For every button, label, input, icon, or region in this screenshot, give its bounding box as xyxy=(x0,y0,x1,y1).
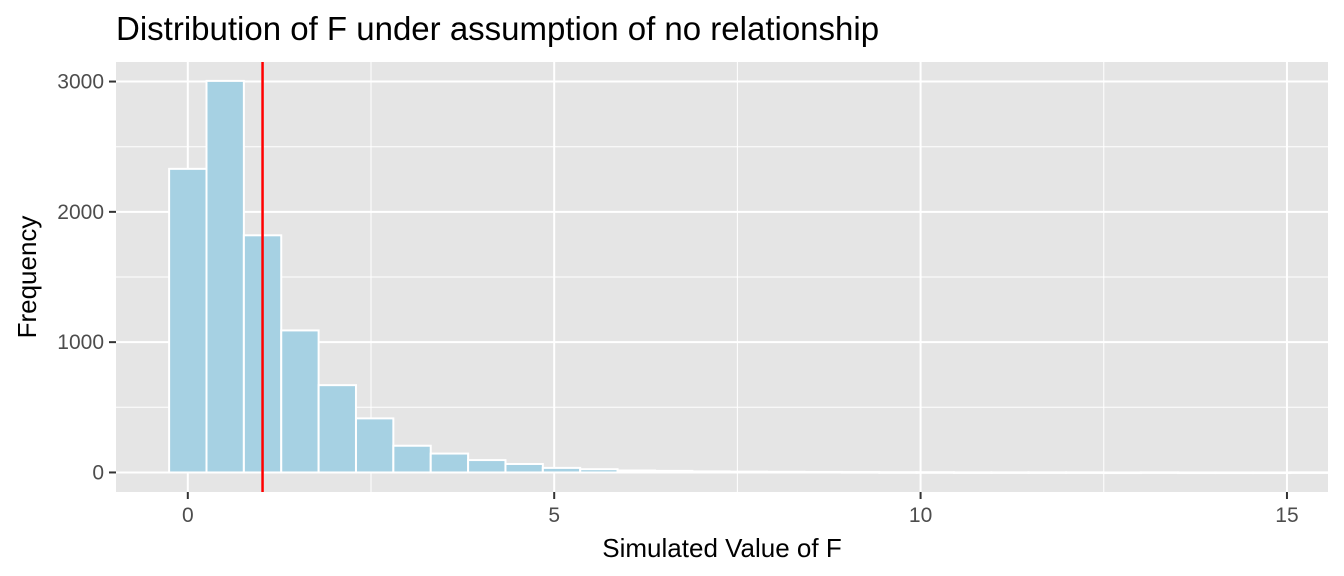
y-tick-label: 3000 xyxy=(57,71,104,94)
histogram-bar xyxy=(168,167,208,474)
x-tick-label: 0 xyxy=(182,504,194,527)
histogram-bar xyxy=(1027,471,1068,474)
y-tick-label: 0 xyxy=(92,461,104,484)
histogram-bar xyxy=(280,329,320,474)
histogram-bar xyxy=(766,470,806,474)
x-tick-label: 10 xyxy=(909,504,932,527)
y-axis-title: Frequency xyxy=(12,216,42,339)
y-axis: 0 1000 2000 3000 xyxy=(57,71,116,484)
y-tick-label: 1000 xyxy=(57,331,104,354)
x-tick-label: 15 xyxy=(1275,504,1298,527)
histogram-bar xyxy=(990,471,1030,474)
histogram-bar xyxy=(541,466,582,474)
histogram-bar xyxy=(392,444,432,474)
x-axis-title: Simulated Value of F xyxy=(602,533,841,563)
histogram-bar xyxy=(1289,471,1329,474)
histogram-bar xyxy=(1139,471,1180,474)
histogram-bar xyxy=(803,470,843,474)
histogram-bars xyxy=(168,79,1329,475)
chart-title: Distribution of F under assumption of no… xyxy=(116,10,879,47)
histogram-bar xyxy=(952,471,993,474)
histogram-bar xyxy=(1102,471,1142,475)
histogram-bar xyxy=(1251,471,1292,475)
histogram-bar xyxy=(616,469,656,474)
histogram-bar xyxy=(205,79,245,474)
x-axis: 0 5 10 15 xyxy=(182,492,1299,527)
histogram-bar xyxy=(467,459,507,474)
histogram-bar xyxy=(1177,471,1217,475)
histogram-bar xyxy=(653,469,694,474)
histogram-bar xyxy=(840,471,881,474)
histogram-bar xyxy=(317,384,357,474)
histogram-bar xyxy=(1065,471,1105,474)
x-tick-label: 5 xyxy=(548,504,560,527)
histogram-bar xyxy=(579,468,619,474)
histogram-bar xyxy=(354,417,395,474)
y-tick-label: 2000 xyxy=(57,201,104,224)
histogram-bar xyxy=(915,471,955,474)
histogram-bar xyxy=(878,471,918,474)
histogram-bar xyxy=(691,470,731,474)
histogram-bar xyxy=(504,462,544,474)
histogram-bar xyxy=(429,452,470,474)
histogram-bar xyxy=(1214,471,1254,475)
histogram-bar xyxy=(728,470,769,474)
